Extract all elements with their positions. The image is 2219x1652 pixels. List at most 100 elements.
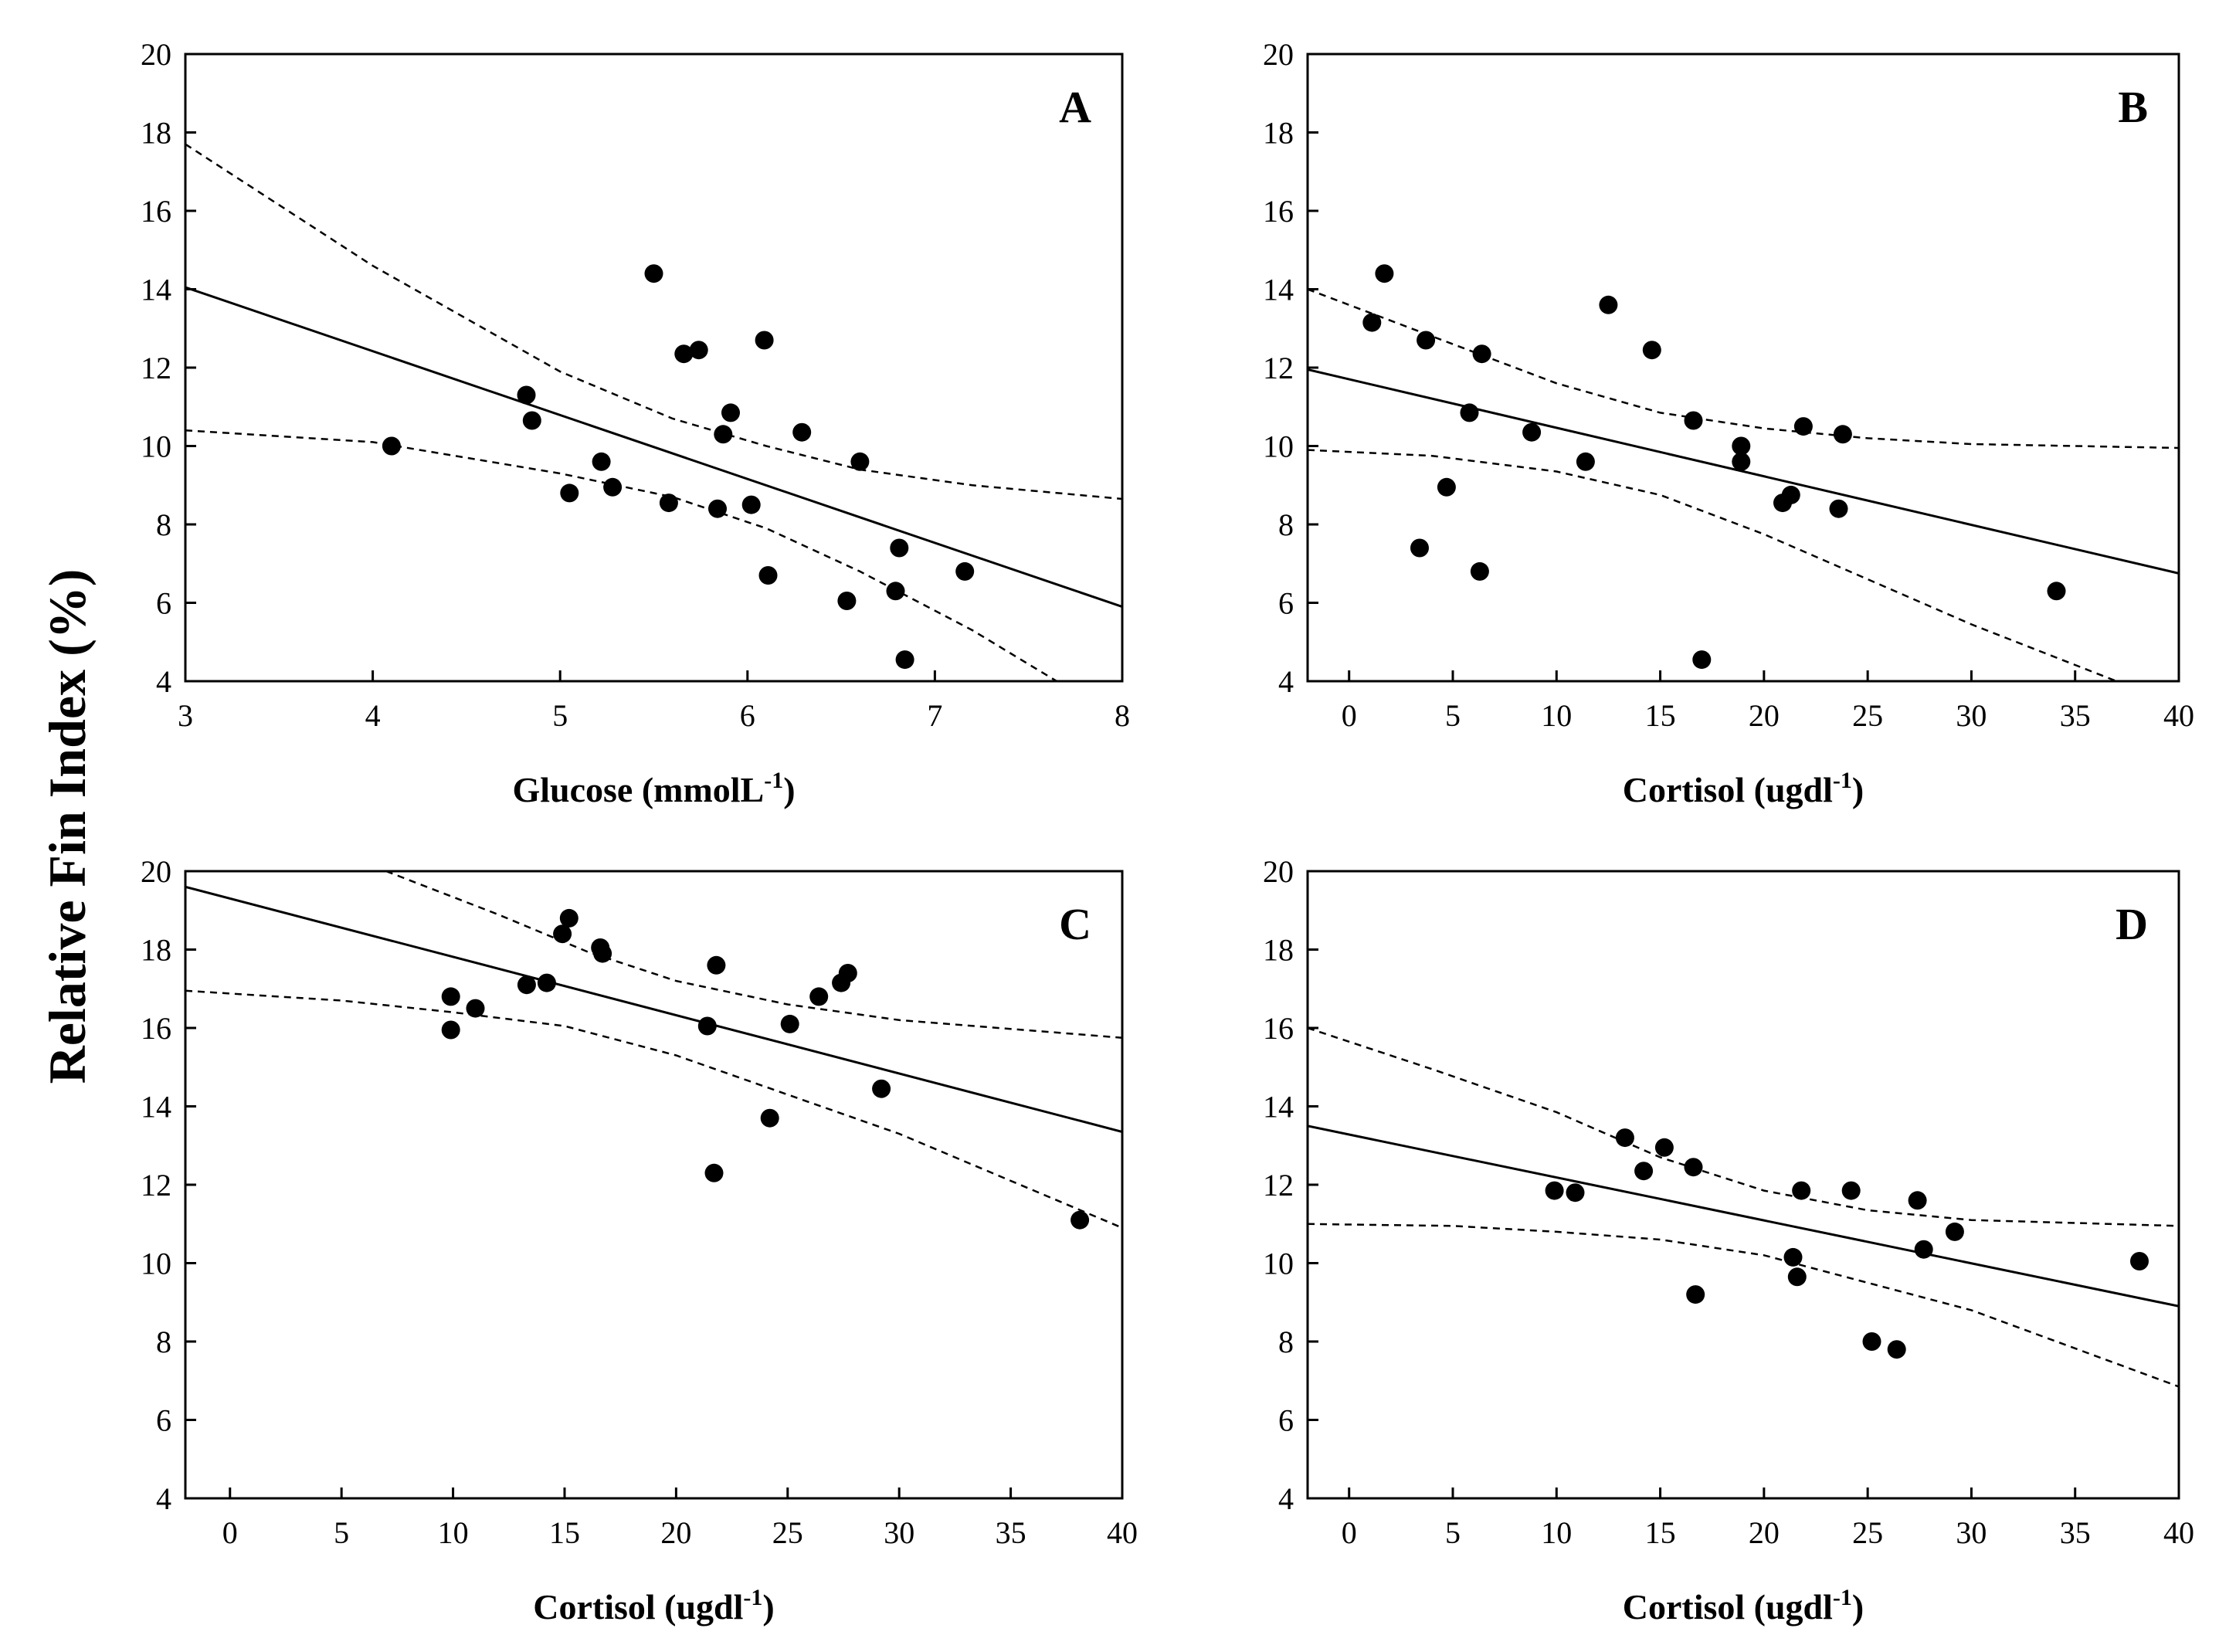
panel-c-point: [704, 1163, 724, 1182]
panel-b-y-tick-label: 10: [1263, 429, 1294, 464]
panel-c-point: [780, 1014, 799, 1033]
panel-a-point: [755, 331, 774, 350]
panel-c-y-tick-label: 14: [141, 1090, 171, 1125]
panel-b-y-tick-label: 16: [1263, 194, 1294, 229]
panel-b-point: [1576, 452, 1595, 471]
panel-a-point: [741, 495, 761, 514]
panel-c-point: [466, 999, 485, 1018]
panel-d: 0 5 10 15 20 25 30 35 40 4 6 8 10 12 14 16 18 20 D Cortisol…: [1263, 854, 2194, 1627]
panel-b-point: [1470, 561, 1489, 581]
panel-c-x-tick-label: 0: [222, 1515, 238, 1550]
panel-c-point: [707, 955, 726, 975]
panel-b-point: [1417, 331, 1436, 350]
panel-d-point: [1684, 1158, 1703, 1177]
panel-a-x-tick-label: 5: [552, 698, 568, 733]
panel-c-x-tick-label: 20: [660, 1515, 691, 1550]
panel-d-point: [1634, 1162, 1654, 1181]
panel-a-point: [382, 436, 401, 456]
panel-b-point: [1599, 295, 1618, 314]
panel-b-point: [1522, 422, 1542, 442]
panel-c-ci-lower: [185, 989, 1122, 1229]
panel-b-x-tick-label: 10: [1541, 698, 1572, 733]
panel-a-point: [644, 264, 663, 283]
panel-b-point: [1732, 436, 1751, 456]
panel-a-x-tick-label: 8: [1115, 698, 1130, 733]
panel-b-x-tick-label: 5: [1445, 698, 1461, 733]
panel-a-point: [603, 477, 623, 497]
panel-d-y-tick-label: 4: [1278, 1481, 1294, 1516]
panel-d-point: [1787, 1267, 1807, 1287]
panel-b-y-tick-label: 8: [1278, 507, 1294, 542]
panel-c-label: C: [1059, 899, 1091, 949]
panel-a-point: [890, 538, 909, 558]
panel-c-point: [697, 1016, 717, 1036]
panel-a-point: [708, 499, 727, 518]
panel-b-x-tick-label: 0: [1342, 698, 1357, 733]
panel-a-point: [792, 422, 812, 442]
panel-b-point: [1472, 344, 1491, 364]
panel-a-x-axis-title: Glucose (mmolL-1): [512, 768, 795, 809]
panel-d-y-tick-label: 18: [1263, 933, 1294, 968]
panel-a-point: [895, 650, 914, 670]
panel-c-y-tick-label: 16: [141, 1011, 171, 1046]
panel-d-y-tick-label: 6: [1278, 1403, 1294, 1438]
panel-b-point: [1375, 264, 1394, 283]
panel-b-point: [2047, 582, 2066, 601]
panel-c-x-tick-label: 35: [996, 1515, 1026, 1550]
panel-b-point: [1732, 452, 1751, 471]
panel-d-y-tick-label: 16: [1263, 1011, 1294, 1046]
panel-d-x-tick-label: 15: [1645, 1515, 1676, 1550]
panel-d-y-tick-label: 14: [1263, 1090, 1294, 1125]
panel-c-point: [593, 944, 612, 963]
panel-a-point: [837, 592, 857, 610]
panel-b-point: [1833, 425, 1852, 444]
panel-a-x-tick-label: 4: [365, 698, 381, 733]
panel-d-point: [1908, 1191, 1927, 1210]
panel-a-point: [689, 341, 708, 360]
panel-d-ci-upper: [1308, 1026, 2179, 1227]
panel-a-y-tick-label: 10: [141, 429, 171, 464]
panel-d-fit-line: [1308, 1125, 2179, 1308]
panel-a-x-tick-label: 3: [178, 698, 193, 733]
panel-a-y-tick-label: 12: [141, 351, 171, 385]
panel-b-fit-line: [1308, 368, 2179, 575]
panel-a-point: [522, 411, 541, 430]
panel-c-x-tick-label: 25: [772, 1515, 803, 1550]
panel-c-x-tick-label: 40: [1107, 1515, 1138, 1550]
panel-d-x-tick-label: 20: [1749, 1515, 1780, 1550]
panel-c-y-tick-label: 4: [156, 1481, 171, 1516]
panel-d-y-tick-label: 12: [1263, 1168, 1294, 1203]
panel-d-y-tick-label: 20: [1263, 854, 1294, 889]
panel-c-x-tick-label: 10: [438, 1515, 469, 1550]
panel-c-point: [760, 1108, 779, 1128]
panel-b-x-tick-label: 25: [1852, 698, 1883, 733]
panel-c-point: [809, 987, 829, 1006]
panel-b-point: [1793, 417, 1813, 436]
panel-a-frame: [184, 53, 1124, 683]
panel-c-x-axis-title: Cortisol (ugdl-1): [533, 1585, 775, 1627]
panel-a-y-tick-label: 20: [141, 37, 171, 72]
panel-d-x-axis-title: Cortisol (ugdl-1): [1623, 1585, 1864, 1627]
panel-c-x-tick-label: 30: [884, 1515, 914, 1550]
panel-b-x-axis-title: Cortisol (ugdl-1): [1623, 768, 1864, 809]
panel-c-point: [1070, 1210, 1090, 1230]
panel-b-ci-lower: [1308, 449, 2117, 681]
panel-a-point: [560, 483, 579, 503]
panel-d-x-tick-label: 40: [2163, 1515, 2194, 1550]
panel-a-y-tick-label: 6: [156, 586, 171, 621]
panel-a-y-tick-label: 8: [156, 507, 171, 542]
panel-d-point: [1654, 1138, 1674, 1157]
panel-a-point: [674, 344, 694, 364]
panel-d-point: [1686, 1285, 1705, 1304]
panel-a-point: [517, 385, 536, 405]
panel-b-x-tick-label: 40: [2163, 698, 2194, 733]
panel-b-point: [1362, 313, 1382, 332]
panel-a-fit-line: [185, 286, 1122, 609]
panel-a-y-tick-label: 4: [156, 664, 171, 699]
panel-b-y-tick-label: 12: [1263, 351, 1294, 385]
panel-c-y-tick-label: 20: [141, 854, 171, 889]
panel-d-x-tick-label: 10: [1541, 1515, 1572, 1550]
panel-a-point: [886, 582, 905, 601]
panel-d-point: [1545, 1181, 1564, 1200]
